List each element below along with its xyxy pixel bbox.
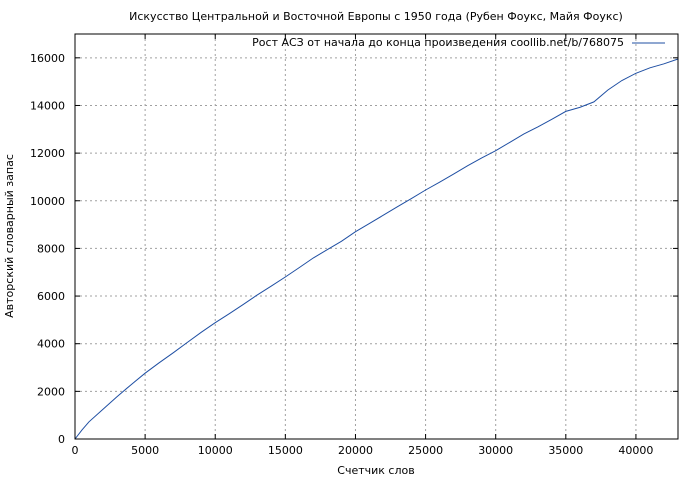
series-line xyxy=(74,58,679,440)
y-tick-label: 8000 xyxy=(37,242,65,255)
chart-title: Искусство Центральной и Восточной Европы… xyxy=(129,10,623,23)
x-tick-label: 35000 xyxy=(548,444,583,457)
x-axis-ticks: 0 5000 10000 15000 20000 25000 30000 35000 40000 xyxy=(72,34,653,457)
x-tick-label: 30000 xyxy=(478,444,513,457)
x-tick-label: 10000 xyxy=(198,444,233,457)
y-tick-label: 10000 xyxy=(30,195,65,208)
plot-frame xyxy=(74,33,679,440)
y-tick-label: 0 xyxy=(58,433,65,446)
x-tick-label: 15000 xyxy=(268,444,303,457)
grid xyxy=(75,34,678,439)
y-tick-label: 2000 xyxy=(37,385,65,398)
y-tick-label: 6000 xyxy=(37,290,65,303)
y-axis-ticks: 0 2000 4000 6000 8000 10000 12000 14000 16000 xyxy=(30,52,678,446)
y-tick-label: 4000 xyxy=(37,338,65,351)
legend-label: Рост АСЗ от начала до конца произведения… xyxy=(252,36,624,49)
x-tick-label: 25000 xyxy=(408,444,443,457)
x-tick-label: 5000 xyxy=(131,444,159,457)
y-axis-label: Авторский словарный запас xyxy=(3,154,16,318)
x-axis-label: Счетчик слов xyxy=(337,464,414,477)
x-tick-label: 40000 xyxy=(618,444,653,457)
x-tick-label: 20000 xyxy=(338,444,373,457)
legend: Рост АСЗ от начала до конца произведения… xyxy=(252,36,665,49)
x-tick-label: 0 xyxy=(72,444,79,457)
y-tick-label: 16000 xyxy=(30,52,65,65)
y-tick-label: 12000 xyxy=(30,147,65,160)
y-tick-label: 14000 xyxy=(30,99,65,112)
